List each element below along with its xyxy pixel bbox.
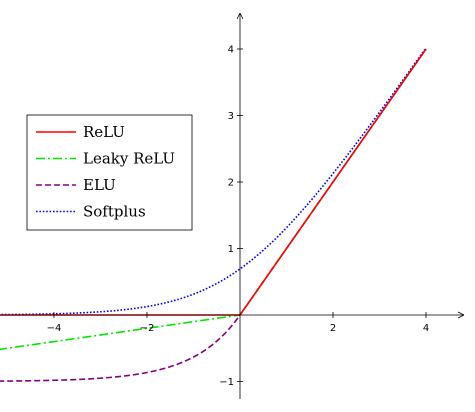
legend-label-relu: ReLU [83, 123, 125, 141]
legend-label-elu: ELU [83, 176, 116, 194]
y-tick-label: 2 [228, 178, 234, 189]
x-tick-label: 2 [330, 323, 336, 334]
x-tick-label: −4 [47, 323, 62, 334]
legend-label-leaky-relu: Leaky ReLU [83, 150, 175, 168]
x-tick-label: 4 [423, 323, 429, 334]
legend-label-softplus: Softplus [83, 203, 146, 221]
y-tick-label: 3 [228, 111, 234, 122]
x-tick-label: −2 [140, 323, 155, 334]
y-tick-label: −1 [219, 377, 234, 388]
y-tick-label: 4 [228, 45, 234, 56]
legend: ReLU Leaky ReLU ELU Softplus [27, 115, 192, 230]
y-tick-label: 1 [228, 244, 234, 255]
